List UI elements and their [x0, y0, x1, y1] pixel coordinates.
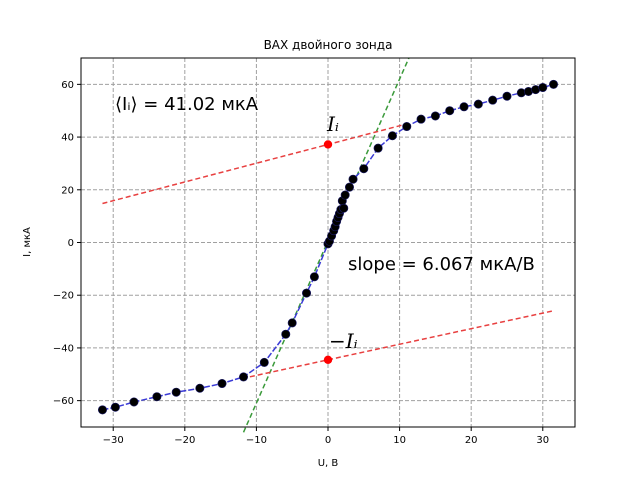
chart-title: ВАХ двойного зонда [264, 38, 393, 52]
data-point [339, 203, 349, 213]
x-tick-label: 0 [325, 435, 331, 446]
x-tick-label: 10 [393, 435, 406, 446]
data-point [387, 131, 397, 141]
x-tick-label: 30 [536, 435, 549, 446]
data-point [110, 402, 120, 412]
x-tick-label: −10 [246, 435, 267, 446]
data-point [217, 379, 227, 389]
plot-area [97, 57, 559, 433]
data-point [373, 143, 383, 153]
data-point [445, 106, 455, 116]
data-point [259, 357, 269, 367]
slope-label: slope = 6.067 мкА/В [348, 254, 535, 275]
data-point [195, 383, 205, 393]
ticks: −30 −20 −10 0 10 20 30 −60 −40 −20 0 20 40 60 [53, 80, 549, 446]
y-tick-label: −20 [53, 291, 74, 302]
x-tick-label: −30 [103, 435, 124, 446]
data-point [348, 174, 358, 184]
x-axis-label: U, В [318, 458, 339, 469]
intercept-point [323, 355, 333, 364]
intercept-point [323, 140, 333, 149]
data-point [473, 99, 483, 109]
x-tick-label: −20 [174, 435, 195, 446]
negative-ion-current-label: −Iᵢ [329, 329, 358, 353]
y-tick-label: −40 [53, 343, 74, 354]
data-point [359, 164, 369, 174]
y-tick-label: 20 [61, 185, 74, 196]
mean-current-label: ⟨Iᵢ⟩ = 41.02 мкА [115, 94, 259, 115]
data-point [129, 397, 139, 407]
axes-frame [80, 57, 576, 428]
data-point [171, 387, 181, 397]
data-point [239, 372, 249, 382]
negative-saturation-line [241, 310, 554, 380]
data-point [340, 190, 350, 200]
data-point [549, 79, 559, 89]
data-point [430, 111, 440, 121]
positive-saturation-line [102, 123, 407, 205]
data-point [502, 91, 512, 101]
positive-ion-current-label: Iᵢ [326, 112, 339, 136]
data-point [416, 114, 426, 124]
data-point [459, 102, 469, 112]
y-tick-label: 60 [61, 80, 74, 91]
data-point [152, 392, 162, 402]
x-tick-label: 20 [465, 435, 478, 446]
data-point [344, 182, 354, 192]
data-point [302, 288, 312, 298]
grid [81, 58, 575, 427]
data-point [538, 83, 548, 93]
y-axis-label: I, мкА [22, 227, 33, 257]
data-point [309, 272, 319, 282]
data-point [402, 122, 412, 132]
y-tick-label: 40 [61, 133, 74, 144]
data-point [97, 405, 107, 415]
y-tick-label: 0 [68, 238, 74, 249]
data-point [287, 318, 297, 328]
data-point [281, 329, 291, 339]
data-point [488, 95, 498, 105]
y-tick-label: −60 [53, 396, 74, 407]
